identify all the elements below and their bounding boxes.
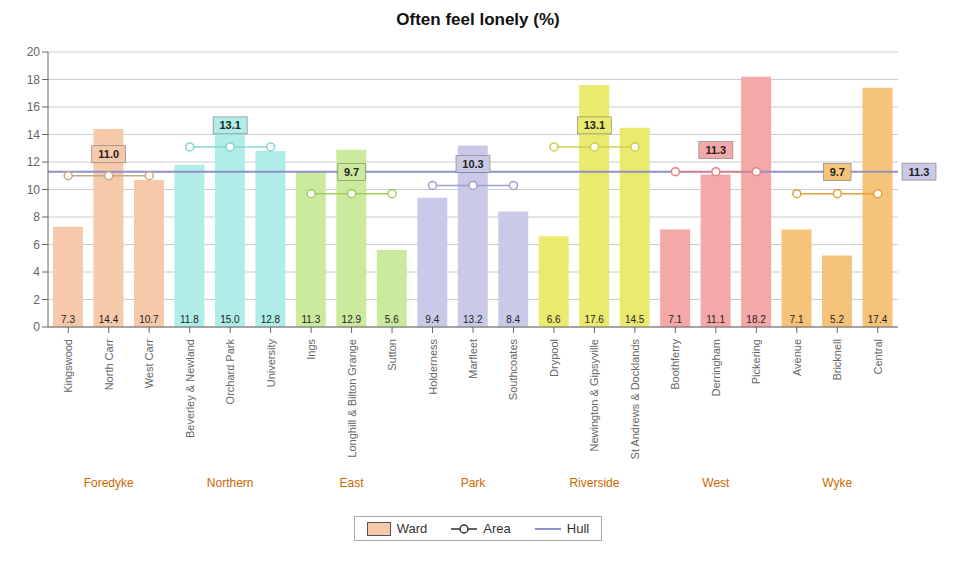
svg-text:11.3: 11.3 (705, 144, 726, 156)
svg-text:Bricknell: Bricknell (831, 339, 843, 381)
svg-text:0: 0 (33, 320, 40, 334)
svg-text:14: 14 (27, 128, 41, 142)
svg-text:Boothferry: Boothferry (669, 339, 681, 390)
svg-text:Newington & Gipsyville: Newington & Gipsyville (588, 339, 600, 452)
svg-text:Orchard Park: Orchard Park (224, 339, 236, 405)
svg-text:13.1: 13.1 (584, 119, 605, 131)
svg-text:4: 4 (33, 265, 40, 279)
svg-text:5.6: 5.6 (385, 314, 399, 325)
html-text:Area: Area (483, 521, 511, 536)
svg-text:9.4: 9.4 (425, 314, 439, 325)
svg-text:7.1: 7.1 (790, 314, 804, 325)
svg-text:17.6: 17.6 (584, 314, 604, 325)
svg-text:Beverley & Newland: Beverley & Newland (184, 339, 196, 438)
svg-text:2: 2 (33, 293, 40, 307)
svg-text:Sutton: Sutton (386, 339, 398, 371)
svg-text:18: 18 (27, 73, 41, 87)
svg-text:11.3: 11.3 (301, 314, 320, 325)
svg-text:Northern: Northern (207, 476, 254, 490)
svg-text:6: 6 (33, 238, 40, 252)
svg-text:11.3: 11.3 (909, 166, 930, 178)
svg-text:Wyke: Wyke (822, 476, 852, 490)
svg-text:7.1: 7.1 (668, 314, 682, 325)
svg-text:12: 12 (27, 155, 41, 169)
svg-text:Drypool: Drypool (548, 339, 560, 377)
svg-text:West: West (702, 476, 730, 490)
svg-text:10: 10 (27, 183, 41, 197)
svg-text:Ings: Ings (305, 339, 317, 360)
html-text:Often feel lonely (%): Often feel lonely (%) (396, 10, 560, 29)
svg-text:Kingswood: Kingswood (62, 339, 74, 393)
svg-text:East: East (340, 476, 365, 490)
svg-text:Riverside: Riverside (569, 476, 619, 490)
svg-text:18.2: 18.2 (746, 314, 766, 325)
svg-text:6.6: 6.6 (547, 314, 561, 325)
html-text:Ward: Ward (396, 521, 428, 536)
svg-text:Avenue: Avenue (791, 339, 803, 376)
svg-text:15.0: 15.0 (220, 314, 240, 325)
svg-text:12.9: 12.9 (342, 314, 362, 325)
svg-text:11.1: 11.1 (706, 314, 725, 325)
svg-text:8: 8 (33, 210, 40, 224)
svg-text:13.2: 13.2 (463, 314, 483, 325)
svg-text:University: University (265, 339, 277, 388)
svg-text:Pickering: Pickering (750, 339, 762, 384)
svg-text:9.7: 9.7 (830, 166, 845, 178)
svg-text:10.7: 10.7 (139, 314, 159, 325)
svg-text:8.4: 8.4 (506, 314, 520, 325)
svg-text:12.8: 12.8 (261, 314, 281, 325)
svg-text:9.7: 9.7 (344, 166, 359, 178)
svg-text:Derringham: Derringham (710, 339, 722, 396)
svg-text:16: 16 (27, 100, 41, 114)
svg-text:14.4: 14.4 (99, 314, 119, 325)
svg-text:Central: Central (872, 339, 884, 374)
svg-text:5.2: 5.2 (830, 314, 844, 325)
svg-text:Holderness: Holderness (427, 339, 439, 395)
svg-text:20: 20 (27, 45, 41, 59)
svg-text:North Carr: North Carr (103, 339, 115, 391)
svg-text:13.1: 13.1 (219, 119, 240, 131)
svg-text:St Andrews & Docklands: St Andrews & Docklands (629, 339, 641, 460)
html-text:Hull: Hull (566, 521, 590, 536)
svg-text:11.0: 11.0 (98, 148, 119, 160)
svg-text:Park: Park (461, 476, 487, 490)
svg-text:14.5: 14.5 (625, 314, 645, 325)
svg-text:Marfleet: Marfleet (467, 339, 479, 379)
svg-text:7.3: 7.3 (61, 314, 75, 325)
svg-text:Foredyke: Foredyke (84, 476, 134, 490)
svg-text:17.4: 17.4 (868, 314, 888, 325)
svg-text:Southcoates: Southcoates (507, 339, 519, 401)
svg-text:10.3: 10.3 (462, 158, 483, 170)
svg-text:11.8: 11.8 (180, 314, 199, 325)
svg-text:Longhill & Bilton Grange: Longhill & Bilton Grange (346, 339, 358, 458)
svg-text:West Carr: West Carr (143, 339, 155, 389)
